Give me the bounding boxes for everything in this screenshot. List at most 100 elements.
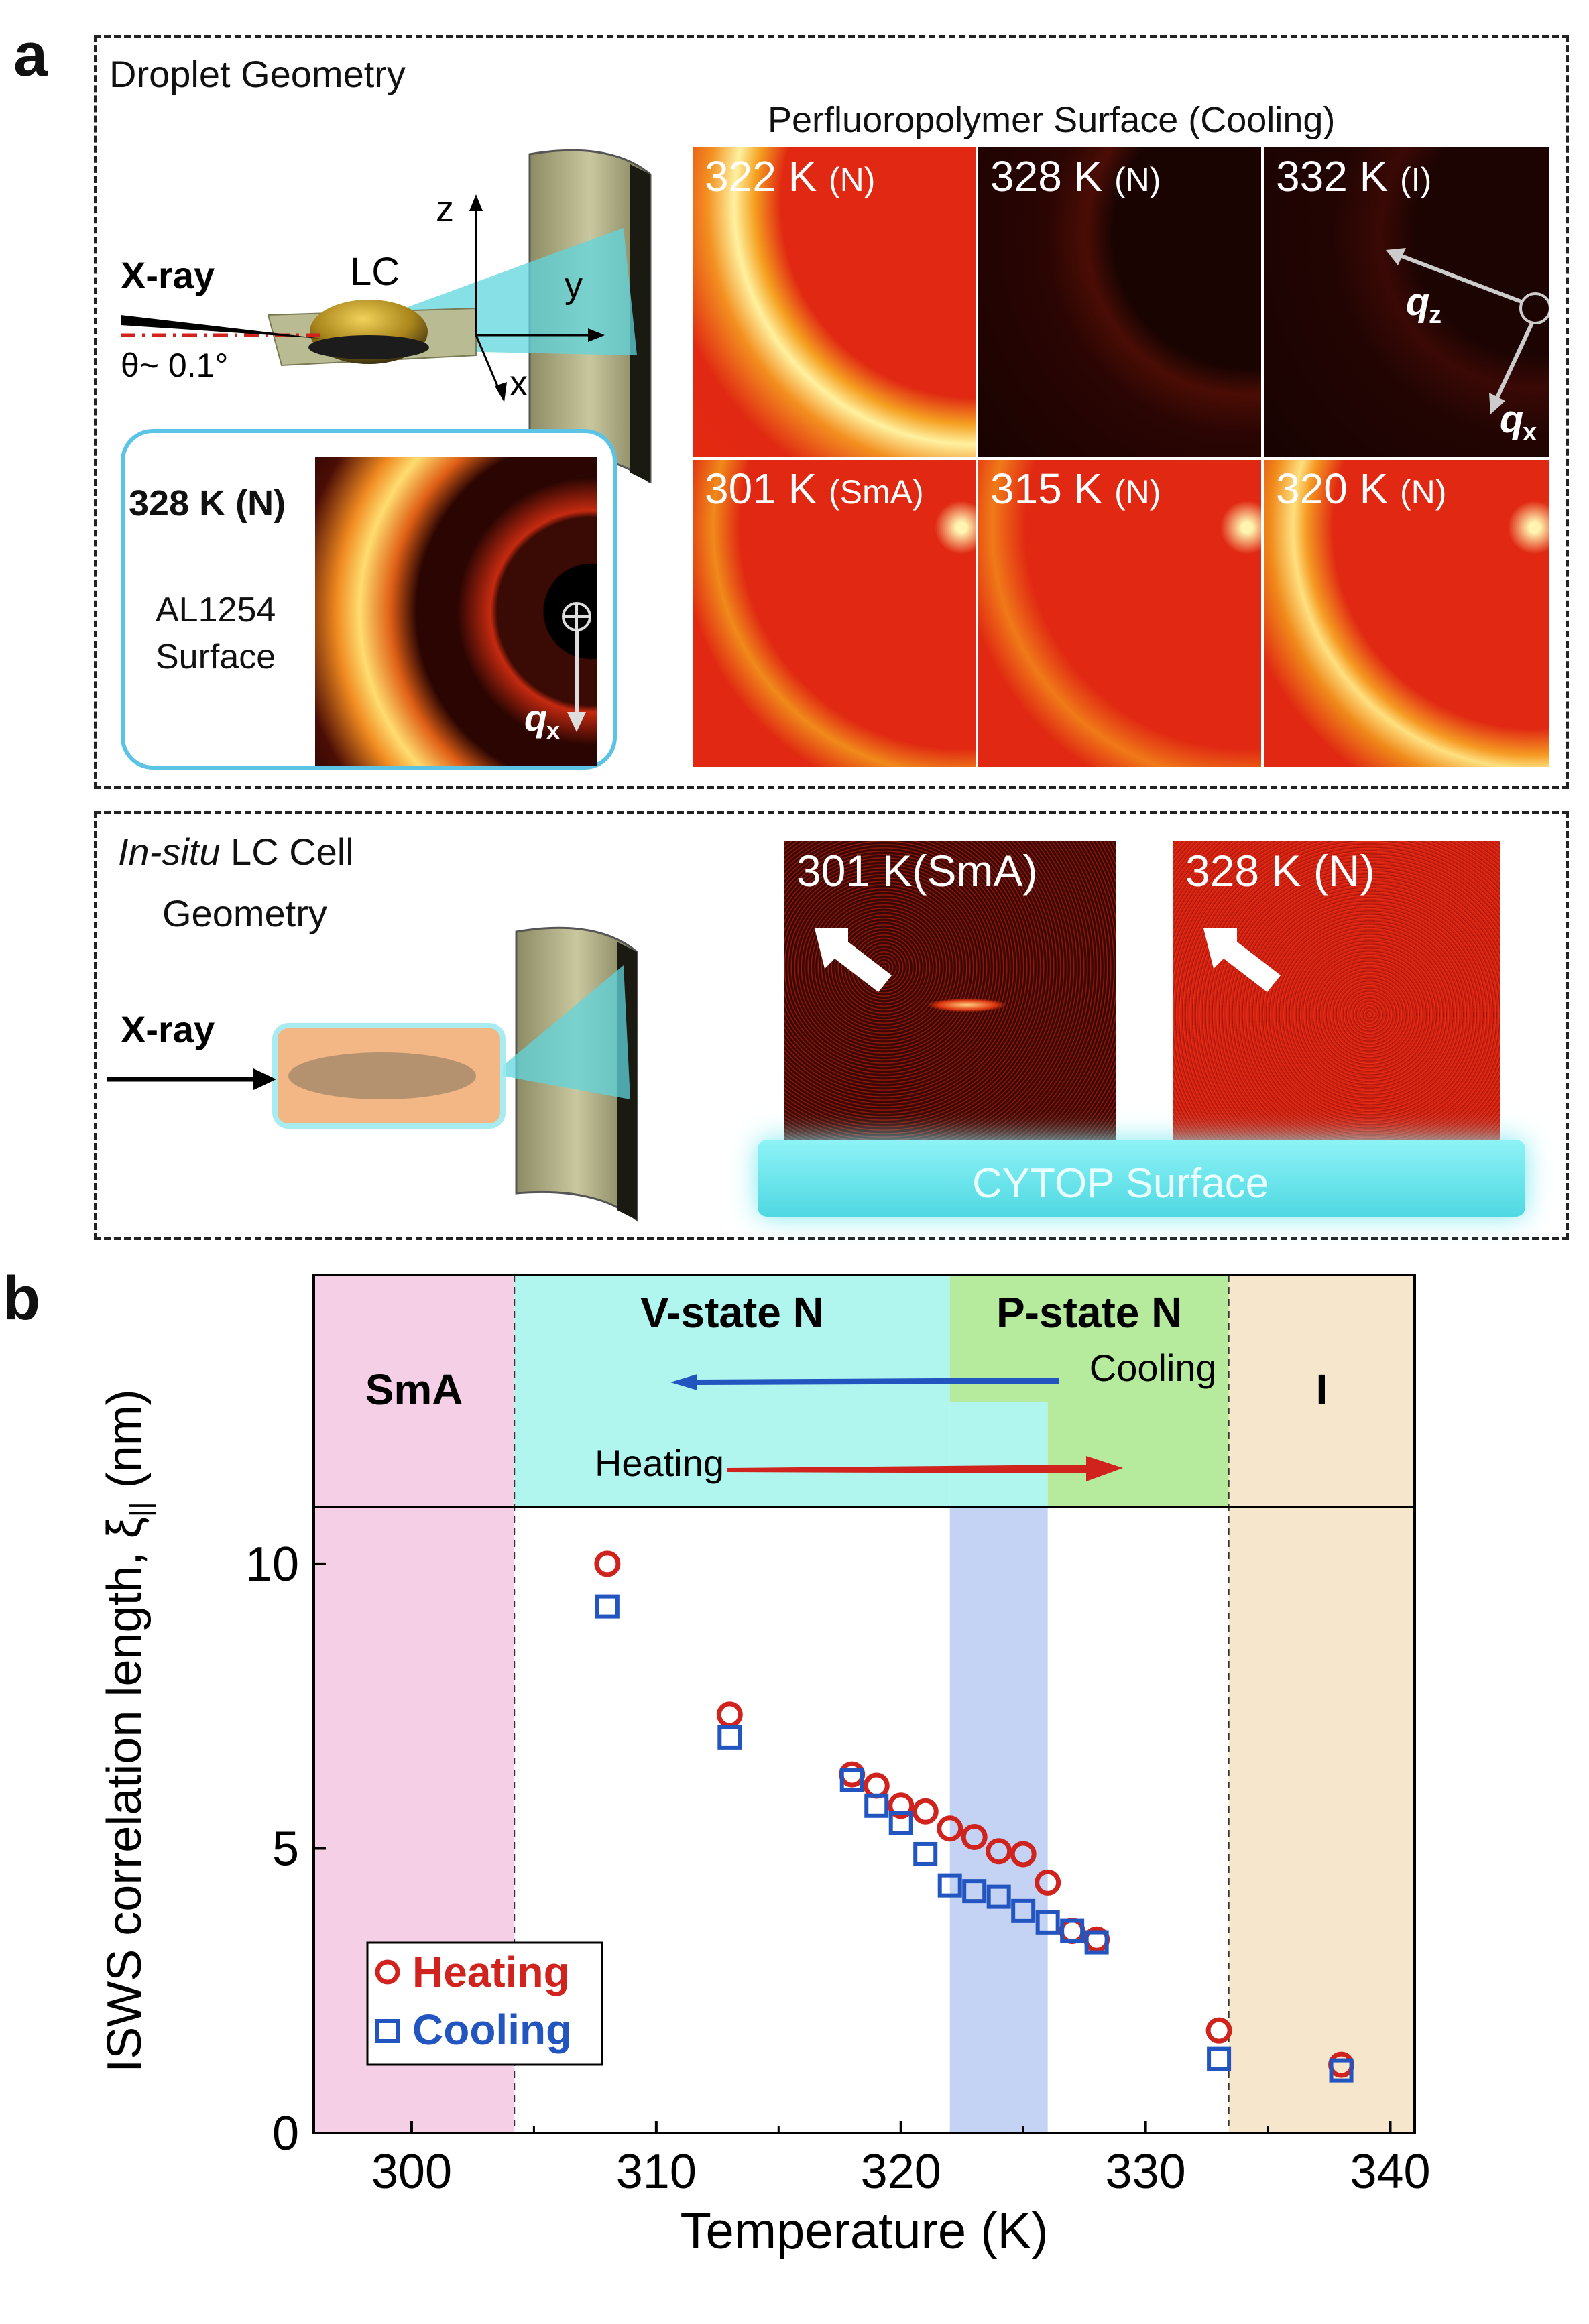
label-heating: Heating [595,1442,724,1484]
heating-point [594,1550,621,1577]
axis-z-label: z [436,189,454,229]
cooling-point [1060,1918,1085,1943]
insitu-tile-301-label: 301 K(SmA) [797,846,1038,896]
heating-point [961,1823,988,1850]
inset-pattern: q x [315,457,597,766]
heating-point [863,1772,890,1799]
band-vstate-heating [949,1402,1048,1507]
qx-label: q [1500,397,1523,441]
legend-box [366,1941,603,2066]
heating-point [1059,1918,1085,1945]
detector-edge [630,164,650,483]
label-vstate: V-state N [640,1288,824,1337]
heating-arrow [727,1456,1123,1481]
x-tick-label: 300 [371,2145,452,2199]
angle-label: θ~ 0.1° [121,347,228,384]
label-pstate: P-state N [996,1288,1182,1337]
xray-tile-322: 322 K (N) [693,147,976,457]
cooling-point [864,1793,889,1818]
insitu-xray-label: X-ray [121,1008,215,1050]
cooling-point [913,1841,938,1866]
qx-sub: x [1523,418,1537,446]
cooling-point [595,1594,620,1619]
panel-b-letter: b [3,1264,41,1333]
arrow-328-icon [1203,928,1281,992]
qz-arrow [1397,253,1523,304]
cooling-point [1207,2046,1232,2071]
cooling-point [1084,1930,1109,1955]
label-cooling: Cooling [1090,1347,1217,1389]
axis-y-label: y [565,265,583,306]
droplet-geometry-box [94,35,1569,789]
band-overlap [949,1507,1048,2133]
xray-tile-301: 301 K (SmA) [693,460,976,767]
axis-x-label: x [510,363,528,404]
label-sma: SmA [365,1365,463,1414]
tile-328-label: 328 K (N) [990,152,1161,200]
chart-frame [312,1274,1416,2134]
insitu-title: In-situ LC Cell [118,831,354,873]
band-isotropic [1228,1275,1415,2133]
cooling-point [839,1768,864,1792]
x-axis-label: Temperature (K) [680,2203,1048,2260]
heating-point [1010,1841,1037,1868]
xray-tile-332: 332 K (I) q z q x [1264,147,1549,457]
x-tick-label: 320 [861,2145,941,2199]
inset-temp: 328 K (N) [129,483,286,524]
tile-320-label: 320 K (N) [1276,465,1447,513]
xray-tile-320: 320 K (N) [1264,460,1549,767]
cytop-label: CYTOP Surface [972,1160,1269,1207]
cooling-point [1329,2058,1354,2083]
xray-tile-315: 315 K (N) [978,460,1261,767]
cooling-point [962,1879,987,1904]
incident-beam [121,315,322,339]
heating-point [888,1792,915,1819]
qz-sub: z [1429,301,1441,329]
band-pstate-heating [1047,1402,1229,1507]
qz-label: q [1406,280,1429,324]
inset-surface-line1: AL1254 [156,591,276,629]
x-tick-label: 330 [1106,2145,1186,2199]
cooling-point [937,1873,962,1898]
legend-cooling-label: Cooling [412,2006,572,2054]
xray-label: X-ray [121,254,215,296]
chart-svg: SmA V-state N P-state N I Cooling Heating 300… [98,1274,1431,2260]
cooling-point [986,1884,1011,1909]
tile-origin-icon [1519,292,1549,324]
insitu-schematic: X-ray [107,926,638,1223]
cooling-point [888,1811,913,1835]
heating-point [1205,2017,1232,2044]
legend-heating-marker [375,1959,400,1985]
arrow-301-icon [815,928,892,992]
tile-301-label: 301 K (SmA) [705,465,924,513]
y-tick-label: 0 [272,2107,299,2160]
qx-arrow [1493,322,1534,404]
cooling-arrow [670,1374,1059,1390]
tile-332-label: 332 K (I) [1276,152,1432,200]
insitu-tile-328: 328 K (N) [1173,841,1500,1156]
y-tick-label: 5 [272,1822,299,1876]
heating-point [716,1701,743,1728]
heating-point [912,1798,939,1825]
tile-315-label: 315 K (N) [990,465,1161,513]
x-tick-label: 340 [1350,2145,1430,2199]
cytop-surface [758,1140,1525,1217]
heating-point [986,1838,1012,1865]
insitu-tile-328-label: 328 K (N) [1185,846,1375,896]
heating-point [1035,1869,1061,1896]
insitu-scatter-cone [503,965,630,1099]
inset-q-sub: x [546,717,560,744]
y-axis-label-unit: (nm) [98,1389,152,1502]
perfluoro-title: Perfluoropolymer Surface (Cooling) [768,100,1336,140]
droplet-schematic: z y x X-ray LC θ~ 0.1° [121,149,652,483]
lc-label: LC [350,250,400,294]
cooling-point [1035,1910,1060,1935]
y-tick-label: 10 [245,1538,299,1591]
cooling-point [717,1725,742,1750]
tile-322-label: 322 K (N) [705,152,876,200]
panel-a-letter: a [13,21,48,89]
legend-heating-label: Heating [412,1948,570,1996]
y-axis-label: ISWS correlation length, ξ|| (nm) [98,1389,157,2072]
heating-point [839,1761,866,1788]
insitu-tile-301: 301 K(SmA) [784,841,1116,1156]
